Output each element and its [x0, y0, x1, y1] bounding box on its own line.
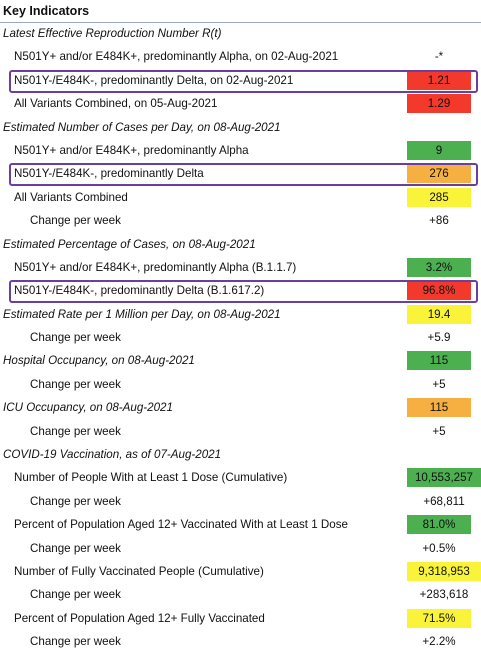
table-row: N501Y+ and/or E484K+, predominantly Alph…	[0, 256, 481, 279]
delta-highlight-box	[9, 280, 478, 304]
indicator-value: 10,553,257	[407, 468, 481, 488]
table-row: Hospital Occupancy, on 08-Aug-2021 115	[0, 349, 481, 372]
indicator-value: +5	[432, 377, 446, 391]
row-label: Change per week	[30, 424, 121, 438]
row-label: N501Y-/E484K-, predominantly Delta, on 0…	[14, 73, 294, 87]
table-row: Change per week +68,811	[0, 490, 481, 513]
indicator-value: 276	[407, 164, 471, 184]
table-row: Change per week +5	[0, 420, 481, 443]
table-row: N501Y-/E484K-, predominantly Delta, on 0…	[0, 69, 481, 93]
table-row: Change per week +5.9	[0, 326, 481, 349]
section-label: COVID-19 Vaccination, as of 07-Aug-2021	[3, 448, 222, 462]
section-label: Latest Effective Reproduction Number R(t…	[3, 27, 222, 40]
table-row: All Variants Combined 285	[0, 186, 481, 209]
row-label: All Variants Combined, on 05-Aug-2021	[14, 97, 218, 111]
table-row: Change per week +0.5%	[0, 537, 481, 560]
table-row: ICU Occupancy, on 08-Aug-2021 115	[0, 396, 481, 419]
delta-highlight-box	[9, 163, 478, 187]
row-label: Number of People With at Least 1 Dose (C…	[14, 471, 288, 485]
table-row: Change per week +283,618	[0, 583, 481, 606]
row-label: Change per week	[30, 377, 121, 391]
indicator-value: 9,318,953	[407, 561, 481, 581]
table-title: Key Indicators	[3, 4, 90, 18]
row-label: N501Y-/E484K-, predominantly Delta (B.1.…	[14, 284, 265, 298]
indicator-value: 1.29	[407, 94, 471, 114]
row-label: All Variants Combined	[14, 190, 128, 204]
indicator-value: +5	[432, 424, 446, 438]
row-label: Change per week	[30, 635, 121, 649]
row-label: Percent of Population Aged 12+ Fully Vac…	[14, 611, 265, 625]
indicator-value: 285	[407, 187, 471, 207]
section-heading: Estimated Percentage of Cases, on 08-Aug…	[0, 233, 481, 256]
table-row: Change per week +2.2%	[0, 630, 481, 653]
table-row: Percent of Population Aged 12+ Fully Vac…	[0, 607, 481, 630]
table-row: Number of People With at Least 1 Dose (C…	[0, 466, 481, 489]
indicator-value: +0.5%	[422, 541, 456, 555]
row-label: Hospital Occupancy, on 08-Aug-2021	[3, 354, 195, 368]
section-label: Estimated Number of Cases per Day, on 08…	[3, 120, 281, 134]
table-row: Estimated Rate per 1 Million per Day, on…	[0, 303, 481, 326]
indicator-value: 3.2%	[407, 257, 471, 277]
table-row: Percent of Population Aged 12+ Vaccinate…	[0, 513, 481, 536]
row-label: Change per week	[30, 494, 121, 508]
indicator-value: -*	[434, 50, 444, 64]
table-row: All Variants Combined, on 05-Aug-2021 1.2…	[0, 92, 481, 115]
table-row: N501Y+ and/or E484K+, predominantly Alph…	[0, 45, 481, 68]
row-label: Change per week	[30, 588, 121, 602]
row-label: ICU Occupancy, on 08-Aug-2021	[3, 401, 173, 415]
row-label: Change per week	[30, 214, 121, 228]
section-heading: Estimated Number of Cases per Day, on 08…	[0, 116, 481, 139]
row-label: Estimated Rate per 1 Million per Day, on…	[3, 307, 281, 321]
indicator-value: +2.2%	[422, 635, 456, 649]
indicator-value: 1.21	[407, 70, 471, 90]
table-row: N501Y+ and/or E484K+, predominantly Alph…	[0, 139, 481, 162]
row-label: Number of Fully Vaccinated People (Cumul…	[14, 564, 264, 578]
indicator-value: 81.0%	[407, 515, 471, 535]
row-label: Percent of Population Aged 12+ Vaccinate…	[14, 518, 348, 532]
row-label: Change per week	[30, 541, 121, 555]
delta-highlight-box	[9, 69, 478, 93]
row-label: N501Y+ and/or E484K+, predominantly Alph…	[14, 143, 249, 157]
table-row: Number of Fully Vaccinated People (Cumul…	[0, 560, 481, 583]
indicator-value: 115	[407, 398, 471, 418]
table-row: Change per week +86	[0, 209, 481, 232]
section-heading: COVID-19 Vaccination, as of 07-Aug-2021	[0, 443, 481, 466]
indicator-value: +68,811	[423, 494, 465, 508]
row-label: N501Y-/E484K-, predominantly Delta	[14, 167, 204, 181]
row-label: Change per week	[30, 331, 121, 345]
indicator-value: 9	[407, 140, 471, 160]
row-label: N501Y+ and/or E484K+, predominantly Alph…	[14, 50, 339, 64]
indicator-value: +86	[429, 214, 449, 228]
row-label: N501Y+ and/or E484K+, predominantly Alph…	[14, 260, 297, 274]
section-heading: Latest Effective Reproduction Number R(t…	[0, 22, 481, 45]
header-divider	[0, 22, 481, 23]
indicator-value: 19.4	[407, 304, 471, 324]
indicator-value: 115	[407, 351, 471, 371]
indicator-value: +283,618	[419, 588, 469, 602]
indicator-value: 71.5%	[407, 608, 471, 628]
table-row: Change per week +5	[0, 373, 481, 396]
table-row: N501Y-/E484K-, predominantly Delta (B.1.…	[0, 279, 481, 304]
table-row: N501Y-/E484K-, predominantly Delta 276	[0, 162, 481, 187]
indicator-value: +5.9	[427, 331, 451, 345]
indicator-value: 96.8%	[407, 281, 471, 301]
section-label: Estimated Percentage of Cases, on 08-Aug…	[3, 237, 256, 251]
indicator-rows: Latest Effective Reproduction Number R(t…	[0, 22, 481, 654]
